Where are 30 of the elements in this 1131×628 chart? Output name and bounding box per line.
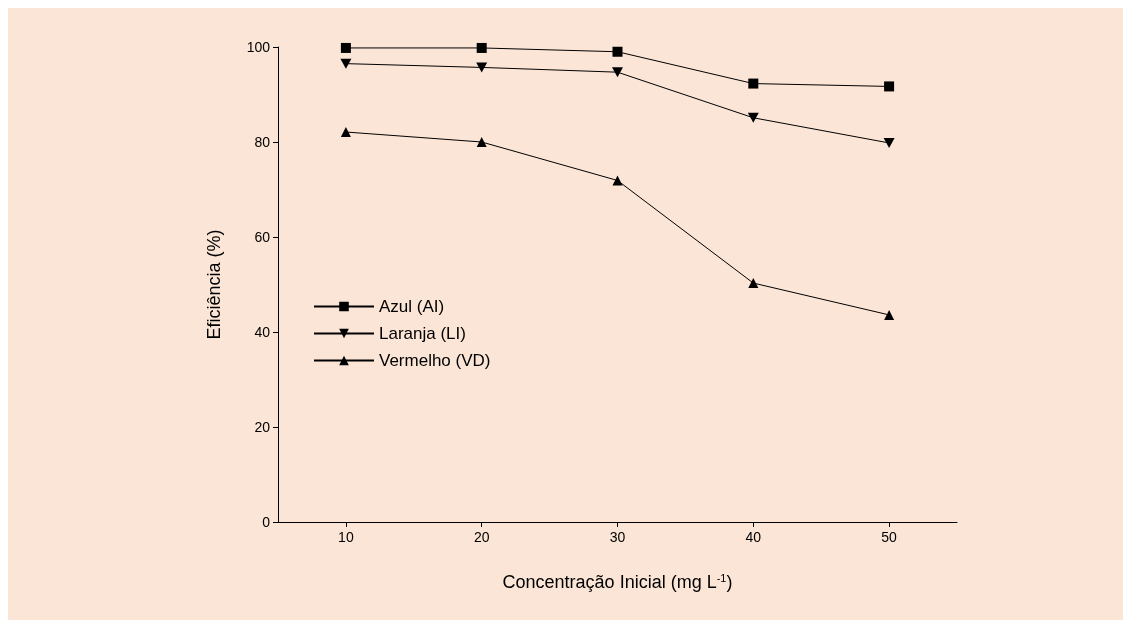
- y-tick-label: 40: [254, 324, 271, 340]
- point: [612, 175, 623, 186]
- y-tick-label: 60: [254, 229, 271, 245]
- point: [612, 46, 623, 57]
- point: [883, 137, 895, 148]
- point: [340, 58, 352, 69]
- legend-label: Vermelho (VD): [379, 351, 491, 370]
- point: [340, 42, 351, 53]
- point: [476, 137, 487, 147]
- point: [884, 309, 895, 320]
- point: [476, 62, 488, 73]
- point: [612, 67, 623, 78]
- y-tick-label: 80: [254, 134, 271, 150]
- point: [884, 81, 895, 92]
- point: [340, 127, 351, 138]
- point: [747, 112, 759, 123]
- y-tick-label: 100: [246, 39, 271, 55]
- y-axis-title: Eficiência (%): [204, 229, 224, 340]
- legend-label: Laranja (LI): [379, 324, 466, 343]
- point: [748, 78, 759, 89]
- y-tick-label: 20: [254, 419, 271, 435]
- legend-label: Azul (AI): [379, 297, 445, 316]
- x-tick-label: 50: [881, 529, 898, 545]
- x-tick-label: 30: [609, 529, 626, 545]
- y-tick-label: 0: [262, 514, 271, 530]
- x-tick-label: 40: [745, 529, 762, 545]
- x-tick-label: 10: [338, 529, 354, 545]
- point: [748, 278, 759, 289]
- point: [476, 42, 487, 53]
- x-tick-label: 20: [473, 529, 490, 545]
